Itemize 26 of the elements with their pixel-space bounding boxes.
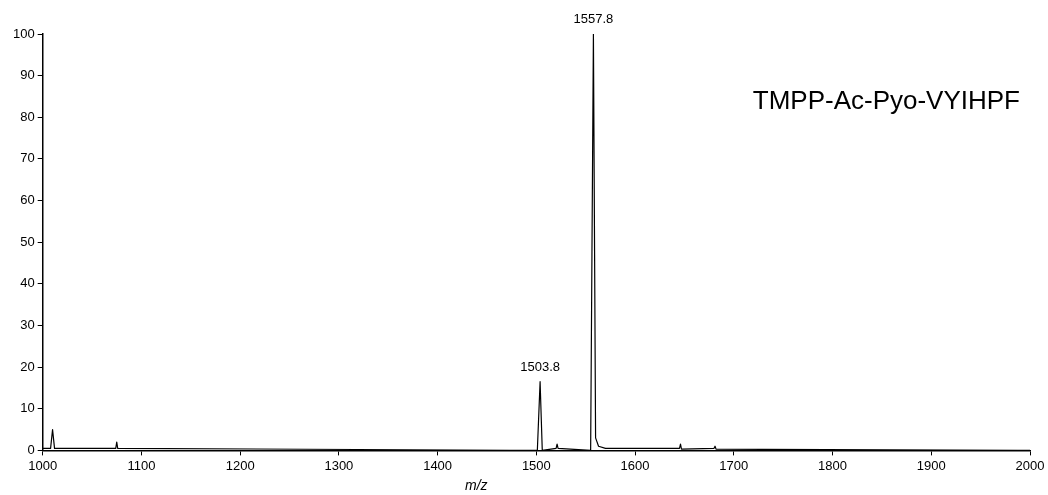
y-tick-label: 40 [20,275,35,291]
y-tick-label: 0 [27,441,35,457]
x-tick-label: 1500 [521,457,551,473]
y-tick-label: 50 [20,233,35,249]
x-tick-label: 1900 [916,457,946,473]
x-tick-label: 1400 [423,457,453,473]
x-tick-label: 1700 [719,457,749,473]
x-axis-title: m/z [465,476,488,493]
x-tick-label: 1100 [127,457,156,473]
x-tick-label: 1300 [324,457,354,473]
annotation: 1557.8 [573,11,614,27]
y-tick-label: 70 [20,150,35,166]
y-tick-label: 100 [12,25,35,41]
x-tick-label: 1600 [620,457,650,473]
x-tick-label: 1000 [28,457,58,473]
y-tick-label: 90 [20,67,35,83]
x-tick-label: 1800 [818,457,847,473]
y-tick-label: 80 [20,108,35,124]
x-tick-label: 1200 [225,457,255,473]
y-tick-label: 30 [20,317,35,333]
annotation: 1503.8 [520,358,560,374]
y-tick-label: 60 [20,192,35,208]
text: TMPP-Ac-Pyo-VYIHPF [752,85,1020,116]
y-tick-label: 10 [20,400,35,416]
x-tick-label: 2000 [1015,457,1045,473]
y-tick-label: 20 [20,358,35,374]
